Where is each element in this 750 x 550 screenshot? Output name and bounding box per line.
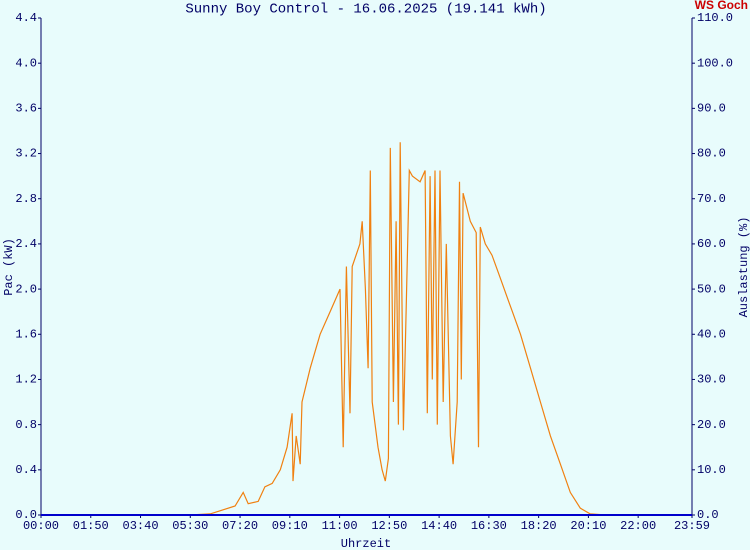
y2-tick-label: 40.0 [697, 327, 726, 341]
x-tick-label: 09:10 [272, 519, 308, 533]
x-tick-label: 22:00 [620, 519, 656, 533]
x-tick-label: 01:50 [73, 519, 109, 533]
x-tick-label: 12:50 [371, 519, 407, 533]
x-tick-label: 03:40 [123, 519, 159, 533]
y2-tick-label: 100.0 [697, 56, 733, 70]
x-tick-label: 11:00 [322, 519, 358, 533]
y2-tick-label: 70.0 [697, 192, 726, 206]
x-tick-label: 14:40 [421, 519, 457, 533]
x-tick-label: 20:10 [570, 519, 606, 533]
chart-title: Sunny Boy Control - 16.06.2025 (19.141 k… [185, 2, 546, 18]
y2-tick-label: 60.0 [697, 237, 726, 251]
y-tick-label: 0.4 [15, 463, 37, 477]
x-tick-label: 05:30 [172, 519, 208, 533]
x-tick-label: 23:59 [674, 519, 710, 533]
y-tick-label: 2.0 [15, 282, 37, 296]
y2-tick-label: 110.0 [697, 11, 733, 25]
y-tick-label: 1.2 [15, 373, 37, 387]
y-tick-label: 2.4 [15, 237, 37, 251]
y2-tick-label: 20.0 [697, 418, 726, 432]
y-tick-label: 1.6 [15, 327, 37, 341]
pac-line [41, 142, 692, 516]
y2-tick-label: 50.0 [697, 282, 726, 296]
y-axis-label: Pac (kW) [2, 238, 16, 296]
y2-axis-label: Auslastung (%) [737, 217, 750, 318]
y-tick-label: 0.8 [15, 418, 37, 432]
y-tick-label: 3.2 [15, 147, 37, 161]
x-axis-label: Uhrzeit [341, 537, 391, 550]
x-tick-label: 07:20 [222, 519, 258, 533]
y-tick-label: 3.6 [15, 102, 37, 116]
x-tick-label: 00:00 [23, 519, 59, 533]
y-tick-label: 4.4 [15, 11, 37, 25]
y2-tick-label: 30.0 [697, 373, 726, 387]
corner-label: WS Goch [695, 0, 748, 12]
y2-tick-label: 0.0 [697, 508, 719, 522]
y2-tick-label: 80.0 [697, 147, 726, 161]
y-tick-label: 4.0 [15, 56, 37, 70]
x-tick-label: 18:20 [521, 519, 557, 533]
y-tick-label: 2.8 [15, 192, 37, 206]
y2-tick-label: 90.0 [697, 102, 726, 116]
x-tick-label: 16:30 [471, 519, 507, 533]
y2-tick-label: 10.0 [697, 463, 726, 477]
y-tick-label: 0.0 [15, 508, 37, 522]
